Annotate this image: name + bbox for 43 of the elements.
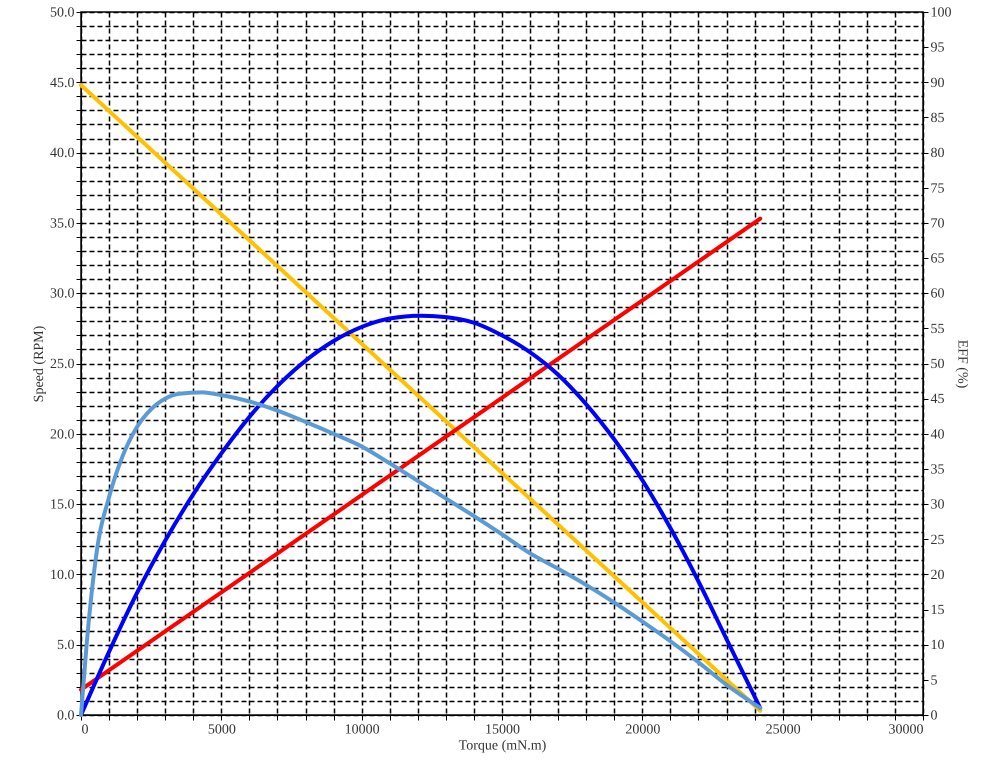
y2-tick-label: 85: [930, 110, 944, 126]
y2-tick-label: 100: [930, 6, 952, 20]
line-series: [79, 390, 762, 717]
y2-tick-label: 15: [930, 603, 944, 618]
y-tick-label: 35.0: [50, 216, 74, 232]
y-axis-title: Speed (RPM): [32, 325, 47, 402]
y2-tick-label: 0: [930, 708, 938, 724]
y-tick-label: 15.0: [50, 498, 74, 513]
y2-tick-label: 55: [930, 322, 944, 337]
y2-tick-label: 90: [930, 76, 944, 91]
y2-tick-label: 40: [930, 427, 944, 442]
y2-tick-label: 65: [930, 252, 944, 267]
y2-tick-label: 95: [930, 40, 944, 56]
x-axis-title: Torque (mN.m): [458, 738, 547, 754]
y-tick-label: 45.0: [50, 76, 74, 91]
y2-tick-label: 45: [930, 392, 944, 408]
y2-tick-label: 35: [930, 462, 944, 478]
x-tick-label: 5000: [208, 722, 236, 738]
x-tick-label: 20000: [625, 722, 660, 738]
y-tick-label: 5.0: [57, 638, 74, 654]
y2-tick-label: 5: [930, 673, 938, 688]
x-tick-label: 25000: [766, 722, 801, 738]
y2-axis-title: EFF (%): [954, 340, 970, 389]
x-tick-label: 30000: [888, 722, 924, 738]
y-tick-label: 0.0: [57, 708, 74, 724]
y-tick-label: 10.0: [50, 568, 74, 583]
x-tick-label: 10000: [344, 722, 380, 738]
y2-tick-label: 60: [930, 286, 944, 302]
y2-tick-label: 80: [930, 146, 944, 162]
x-tick-label: 0: [82, 722, 88, 738]
y2-tick-label: 75: [930, 181, 944, 196]
y2-tick-label: 50: [930, 357, 944, 372]
y2-tick-label: 25: [930, 532, 944, 548]
y2-tick-label: 10: [930, 638, 944, 654]
y-tick-label: 25.0: [50, 357, 74, 372]
y2-tick-label: 70: [930, 216, 944, 232]
y2-tick-label: 20: [930, 568, 944, 583]
x-tick-label: 15000: [485, 722, 520, 738]
y-tick-label: 30.0: [50, 286, 74, 302]
y-tick-label: 50.0: [50, 6, 74, 20]
y2-tick-label: 30: [930, 498, 944, 513]
y-tick-label: 20.0: [50, 427, 74, 442]
y-tick-label: 40.0: [50, 146, 74, 162]
